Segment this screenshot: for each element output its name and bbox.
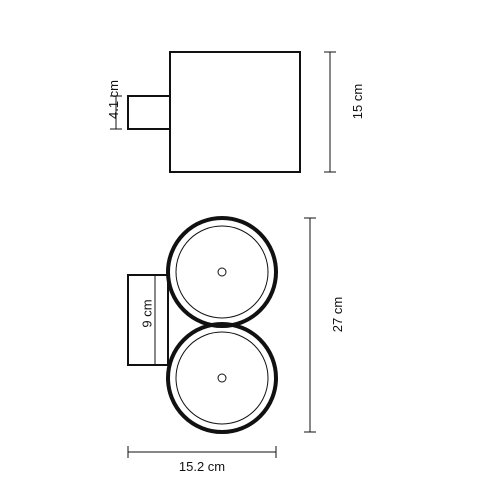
- dim-top-small-height: 4.1 cm: [106, 80, 121, 119]
- dim-bottom-total-height: 27 cm: [330, 297, 345, 332]
- technical-drawing: [0, 0, 500, 500]
- dim-bottom-width: 15.2 cm: [179, 459, 225, 474]
- dim-bottom-back-height: 9 cm: [139, 299, 154, 327]
- dim-top-height: 15 cm: [350, 84, 365, 119]
